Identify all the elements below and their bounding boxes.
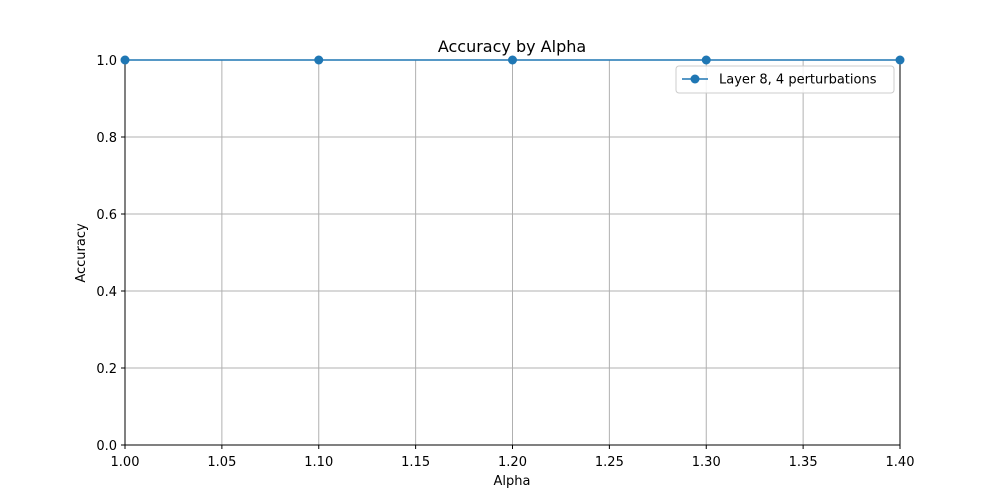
legend-label: Layer 8, 4 perturbations bbox=[719, 73, 877, 88]
legend: Layer 8, 4 perturbations bbox=[676, 66, 894, 93]
data-point bbox=[121, 56, 130, 65]
data-point bbox=[896, 56, 905, 65]
y-tick-label: 0.4 bbox=[96, 285, 117, 300]
x-tick-label: 1.25 bbox=[595, 455, 624, 470]
x-tick-label: 1.15 bbox=[401, 455, 430, 470]
x-axis-label: Alpha bbox=[494, 474, 531, 489]
legend-marker bbox=[691, 75, 700, 84]
x-tick-label: 1.00 bbox=[111, 455, 140, 470]
x-tick-label: 1.05 bbox=[207, 455, 236, 470]
chart-title: Accuracy by Alpha bbox=[438, 37, 586, 56]
y-tick-label: 0.6 bbox=[96, 208, 117, 223]
x-tick-label: 1.40 bbox=[886, 455, 915, 470]
data-point bbox=[508, 56, 517, 65]
y-tick-label: 0.8 bbox=[96, 131, 117, 146]
data-point bbox=[314, 56, 323, 65]
x-tick-label: 1.30 bbox=[692, 455, 721, 470]
y-axis-label: Accuracy bbox=[74, 223, 89, 283]
y-tick-label: 0.2 bbox=[96, 362, 117, 377]
data-point bbox=[702, 56, 711, 65]
y-tick-label: 0.0 bbox=[96, 439, 117, 454]
x-tick-label: 1.35 bbox=[789, 455, 818, 470]
x-tick-label: 1.10 bbox=[304, 455, 333, 470]
y-tick-label: 1.0 bbox=[96, 54, 117, 69]
x-tick-label: 1.20 bbox=[498, 455, 527, 470]
